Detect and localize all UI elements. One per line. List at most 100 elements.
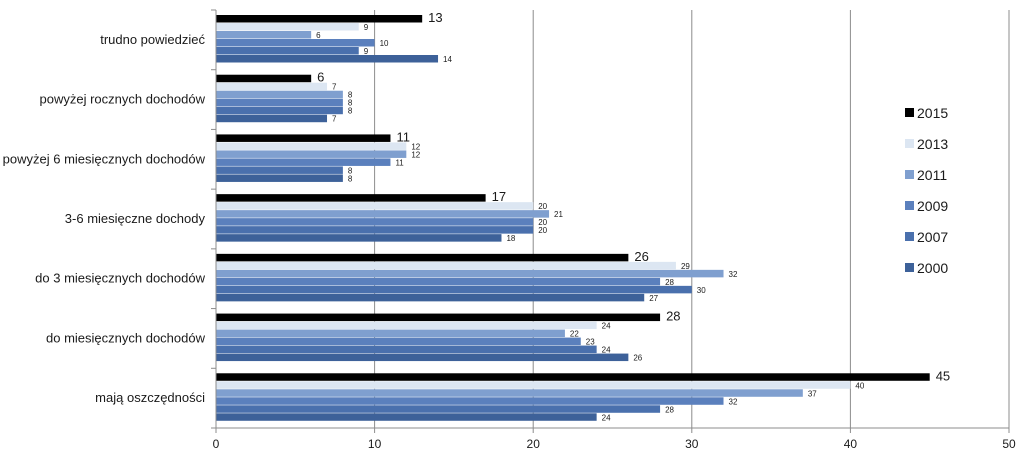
data-label: 7: [332, 115, 337, 124]
data-label: 26: [634, 249, 648, 264]
data-label: 28: [665, 278, 674, 287]
bar-2000: [216, 413, 597, 421]
legend-label: 2015: [917, 105, 948, 121]
data-label: 40: [855, 381, 864, 390]
data-label: 27: [649, 294, 658, 303]
bar-2009: [216, 218, 534, 226]
data-label: 29: [681, 262, 690, 271]
bar-2007: [216, 47, 359, 55]
bar-2011: [216, 269, 724, 278]
axes: [211, 9, 1010, 433]
bar-2009: [216, 158, 391, 166]
bar-2007: [216, 345, 597, 354]
data-label: 20: [538, 218, 547, 227]
data-label: 8: [348, 91, 353, 100]
legend-swatch: [905, 139, 914, 148]
bars: [216, 15, 930, 421]
bar-2000: [216, 353, 629, 362]
category-label: do miesięcznych dochodów: [46, 330, 206, 345]
x-tick-label: 0: [213, 437, 220, 451]
bar-2009: [216, 39, 375, 47]
data-label: 8: [348, 99, 353, 108]
bar-2013: [216, 202, 534, 210]
category-labels: trudno powiedzieć powyżej rocznych dochod…: [3, 32, 206, 405]
data-label: 18: [506, 234, 515, 243]
bar-2013: [216, 142, 407, 150]
bar-2009: [216, 98, 343, 107]
data-label: 32: [729, 270, 738, 279]
data-label: 20: [538, 226, 547, 235]
value-labels: 1396109146788871112121188172021202018262…: [316, 10, 950, 422]
category-label: trudno powiedzieć: [100, 32, 205, 47]
data-label: 17: [492, 189, 506, 204]
data-label: 28: [666, 309, 680, 324]
bar-2015: [216, 74, 312, 83]
legend-swatch: [905, 170, 914, 179]
category-label: mają oszczędności: [95, 390, 205, 405]
bar-2015: [216, 15, 423, 23]
x-tick-label: 50: [1002, 437, 1016, 451]
legend-label: 2000: [917, 260, 948, 276]
data-label: 12: [411, 142, 420, 151]
bar-2011: [216, 210, 550, 218]
data-label: 6: [317, 70, 324, 85]
data-label: 24: [602, 322, 611, 331]
bar-2000: [216, 55, 439, 63]
data-label: 10: [380, 39, 389, 48]
data-label: 13: [428, 10, 442, 25]
category-label: do 3 miesięcznych dochodów: [35, 271, 205, 286]
data-label: 8: [348, 107, 353, 116]
data-label: 28: [665, 405, 674, 414]
data-label: 7: [332, 83, 337, 92]
bar-2000: [216, 174, 343, 182]
bar-2009: [216, 337, 581, 346]
bar-2000: [216, 293, 645, 302]
data-label: 32: [729, 397, 738, 406]
x-tick-label: 20: [527, 437, 541, 451]
data-label: 24: [602, 413, 611, 422]
data-label: 30: [697, 286, 706, 295]
bar-2013: [216, 261, 676, 270]
bar-2013: [216, 381, 851, 389]
data-label: 22: [570, 330, 579, 339]
bar-2007: [216, 405, 661, 413]
category-label: powyżej 6 miesięcznych dochodów: [3, 151, 206, 166]
data-label: 12: [411, 150, 420, 159]
data-label: 21: [554, 210, 563, 219]
bar-2013: [216, 82, 328, 91]
data-label: 9: [364, 47, 369, 56]
data-label: 8: [348, 174, 353, 183]
x-tick-label: 10: [368, 437, 382, 451]
data-label: 23: [586, 338, 595, 347]
bar-2009: [216, 277, 661, 286]
legend-swatch: [905, 263, 914, 272]
bar-2011: [216, 90, 343, 99]
bar-2013: [216, 321, 597, 330]
bar-2015: [216, 134, 391, 142]
legend: 2015 2013 2011 2009 2007 2000: [905, 105, 948, 276]
data-label: 9: [364, 23, 369, 32]
bar-2011: [216, 150, 407, 158]
data-label: 11: [395, 158, 404, 167]
bar-2015: [216, 194, 486, 202]
legend-label: 2013: [917, 136, 948, 152]
legend-label: 2007: [917, 229, 948, 245]
x-tick-labels: 0 10 20 30 40 50: [213, 437, 1016, 451]
bar-2007: [216, 226, 534, 234]
legend-label: 2009: [917, 198, 948, 214]
data-label: 26: [633, 354, 642, 363]
bar-2007: [216, 285, 692, 294]
bar-2011: [216, 329, 565, 338]
bar-2015: [216, 373, 930, 381]
bar-2013: [216, 23, 359, 31]
x-tick-label: 30: [685, 437, 699, 451]
bar-2011: [216, 389, 803, 397]
category-label: powyżej rocznych dochodów: [40, 92, 206, 107]
bar-2007: [216, 166, 343, 174]
data-label: 20: [538, 202, 547, 211]
legend-swatch: [905, 108, 914, 117]
data-label: 6: [316, 31, 321, 40]
category-label: 3-6 miesięczne dochody: [65, 211, 206, 226]
legend-label: 2011: [917, 167, 947, 183]
